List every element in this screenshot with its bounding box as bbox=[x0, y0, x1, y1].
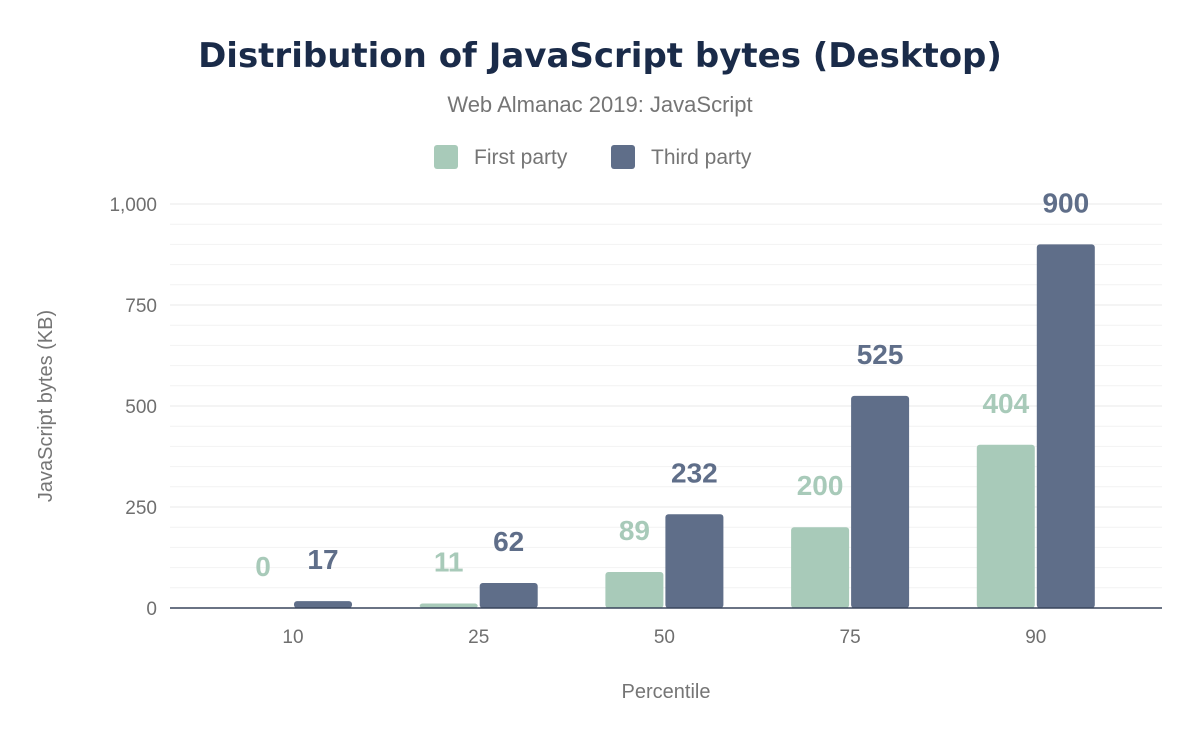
legend-label: First party bbox=[474, 146, 568, 169]
bar-first-party bbox=[791, 527, 850, 608]
x-axis-ticks: 10 25 50 75 90 bbox=[282, 627, 1046, 648]
y-tick-label: 250 bbox=[125, 498, 157, 519]
legend-swatch bbox=[434, 145, 458, 169]
data-label: 525 bbox=[857, 339, 904, 370]
bar-first-party bbox=[605, 572, 664, 608]
bar-third-party bbox=[851, 395, 910, 608]
data-label: 11 bbox=[434, 547, 464, 578]
y-tick-label: 0 bbox=[146, 599, 157, 620]
data-label: 17 bbox=[307, 544, 338, 575]
data-label: 232 bbox=[671, 457, 718, 488]
gridlines bbox=[170, 203, 1162, 589]
x-tick-label: 25 bbox=[468, 627, 489, 648]
y-tick-label: 500 bbox=[125, 397, 157, 418]
bars: 0 17 11 62 89 232 200 525 404 900 bbox=[255, 187, 1095, 608]
y-tick-label: 750 bbox=[125, 296, 157, 317]
chart-subtitle: Web Almanac 2019: JavaScript bbox=[447, 92, 752, 117]
data-label: 0 bbox=[255, 551, 271, 582]
data-label: 404 bbox=[982, 388, 1029, 419]
legend: First party Third party bbox=[434, 145, 752, 169]
y-tick-label: 1,000 bbox=[109, 195, 157, 216]
x-tick-label: 75 bbox=[840, 627, 861, 648]
y-axis-ticks: 0 250 500 750 1,000 bbox=[109, 195, 157, 620]
x-tick-label: 50 bbox=[654, 627, 675, 648]
bar-third-party bbox=[479, 582, 538, 608]
data-label: 62 bbox=[493, 526, 524, 557]
y-axis-label: JavaScript bytes (KB) bbox=[35, 310, 57, 502]
legend-swatch bbox=[611, 145, 635, 169]
x-tick-label: 10 bbox=[282, 627, 303, 648]
data-label: 89 bbox=[619, 515, 650, 546]
bar-third-party bbox=[665, 514, 724, 608]
bar-third-party bbox=[294, 601, 352, 608]
bar-third-party bbox=[1036, 244, 1095, 608]
bar-first-party bbox=[976, 444, 1035, 608]
data-label: 200 bbox=[797, 470, 844, 501]
legend-label: Third party bbox=[651, 146, 752, 169]
x-axis-label: Percentile bbox=[622, 681, 711, 703]
chart-title: Distribution of JavaScript bytes (Deskto… bbox=[198, 36, 1002, 76]
bar-first-party bbox=[419, 603, 478, 608]
x-tick-label: 90 bbox=[1025, 627, 1046, 648]
data-label: 900 bbox=[1042, 187, 1089, 218]
